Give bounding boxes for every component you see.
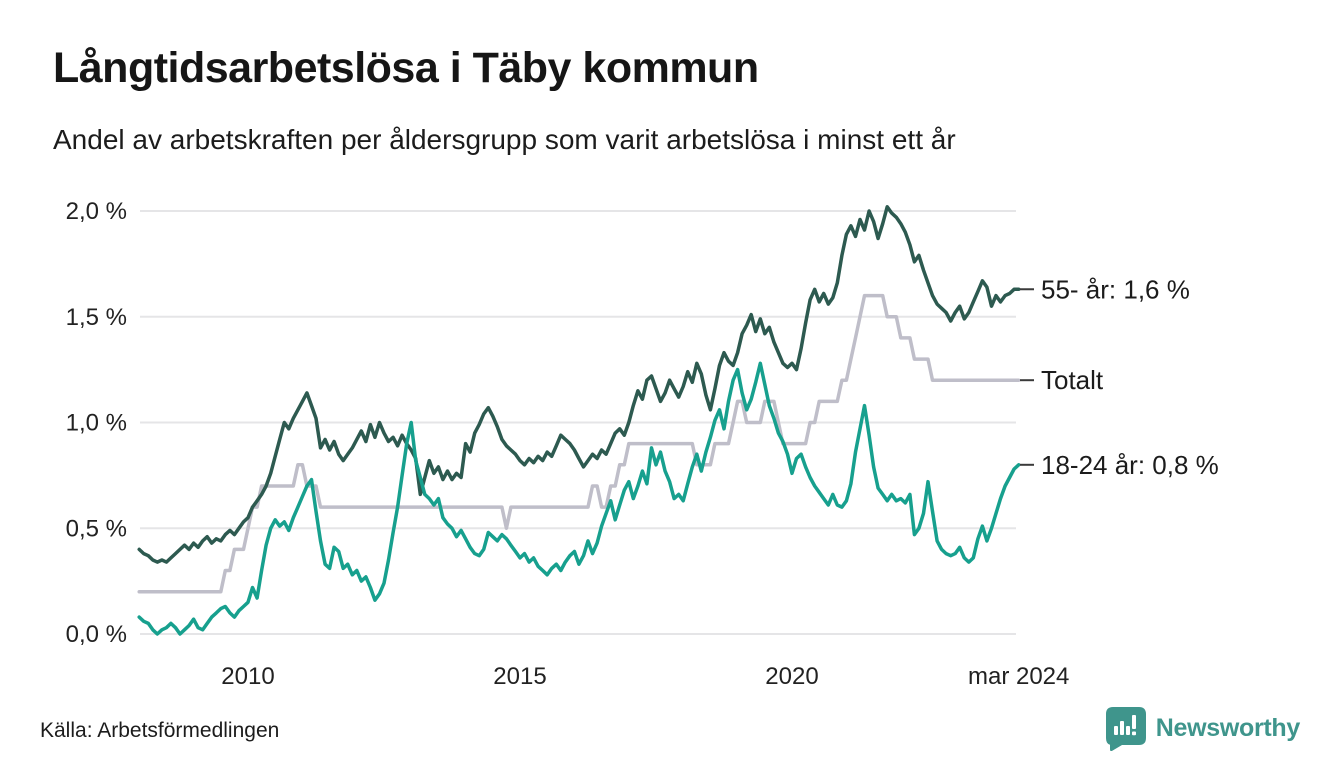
y-axis-labels: 2,0 % 1,5 % 1,0 % 0,5 % 0,0 % (66, 198, 127, 648)
x-tick-label: 2010 (221, 663, 274, 690)
series-annotation-label: 18-24 år: 0,8 % (1041, 450, 1219, 480)
x-axis-labels: 2010 2015 2020 mar 2024 (221, 663, 1069, 690)
newsworthy-icon (1105, 707, 1146, 751)
source-note: Källa: Arbetsförmedlingen (40, 719, 280, 742)
series-line-Totalt (137, 293, 1021, 594)
gridlines (140, 210, 1016, 635)
y-tick-label: 2,0 % (66, 198, 127, 225)
newsworthy-logo: Newsworthy (1103, 705, 1300, 751)
y-tick-label: 1,5 % (66, 304, 127, 331)
series-line-18-24 år (137, 361, 1021, 636)
page-title: Långtidsarbetslösa i Täby kommun (53, 44, 759, 92)
x-tick-label: 2015 (493, 663, 546, 690)
series-annotation-label: Totalt (1041, 365, 1104, 395)
series-line-55- år (137, 205, 1021, 564)
series-lines (137, 205, 1021, 636)
y-tick-label: 0,0 % (66, 621, 127, 648)
newsworthy-wordmark: Newsworthy (1155, 713, 1301, 742)
series-annotations: 55- år: 1,6 % Totalt 18-24 år: 0,8 % (1020, 274, 1219, 480)
series-annotation-label: 55- år: 1,6 % (1041, 274, 1190, 304)
page-subtitle: Andel av arbetskraften per åldersgrupp s… (53, 124, 956, 155)
y-tick-label: 0,5 % (66, 515, 127, 542)
y-tick-label: 1,0 % (66, 410, 127, 437)
x-tick-label: 2020 (765, 663, 818, 690)
x-tick-label: mar 2024 (968, 663, 1069, 690)
